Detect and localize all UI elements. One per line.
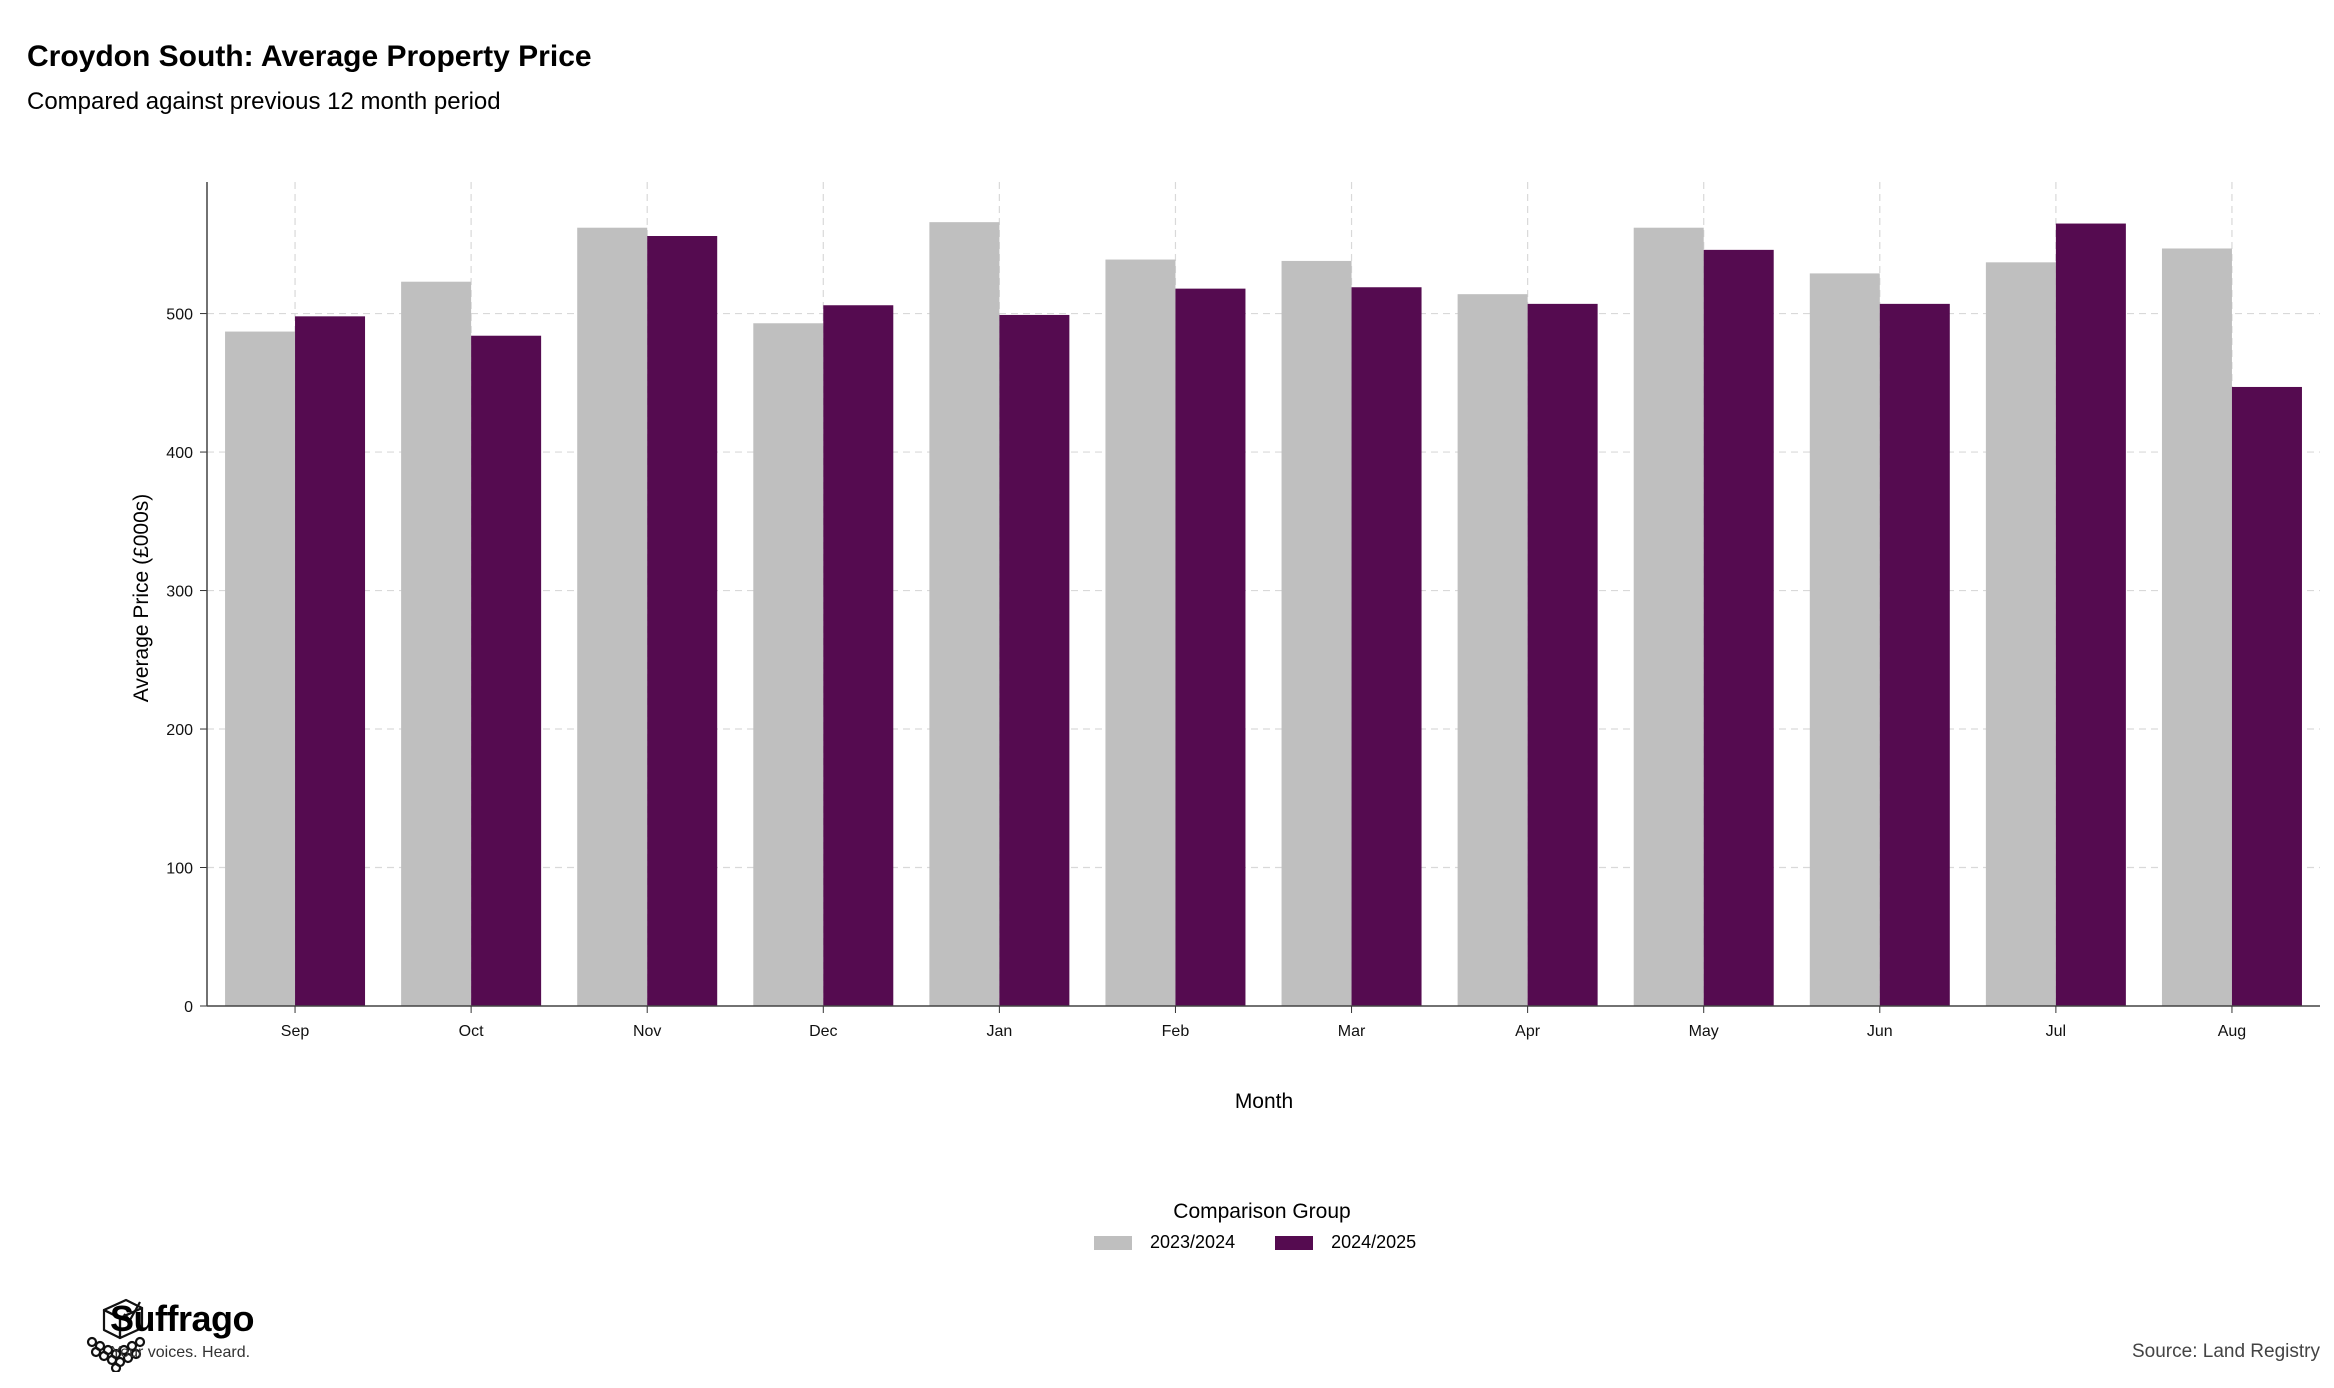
axes: 0 100 200 300 400 500 Sep Oct Nov Dec Jan Feb Mar Apr…	[166, 182, 2320, 1040]
x-tick-label: Apr	[1515, 1023, 1541, 1040]
bar-2023-2024-jun	[1809, 273, 1880, 1006]
bar-2023-2024-nov	[577, 227, 648, 1007]
ballot-box-logo-icon	[86, 1298, 146, 1372]
x-tick-label: Feb	[1162, 1023, 1190, 1040]
legend-title: Comparison Group	[1173, 1200, 1351, 1223]
x-tick-label: Jun	[1867, 1023, 1893, 1040]
y-tick-label: 400	[166, 445, 193, 462]
bar-2023-2024-oct	[401, 281, 472, 1006]
x-tick-label: Dec	[809, 1023, 837, 1040]
bar-2023-2024-jul	[1985, 262, 2056, 1006]
bar-2023-2024-apr	[1457, 294, 1528, 1006]
y-tick-label: 200	[166, 722, 193, 739]
y-tick-label: 500	[166, 307, 193, 324]
bar-2024-2025-jan	[999, 314, 1070, 1007]
source-note: Source: Land Registry	[2132, 1341, 2320, 1362]
bar-2024-2025-may	[1703, 249, 1774, 1006]
bar-2023-2024-may	[1633, 227, 1704, 1007]
bar-chart: 0 100 200 300 400 500 Sep Oct Nov Dec Jan Feb Mar Apr…	[130, 182, 2320, 1113]
x-tick-label: Jul	[2046, 1023, 2066, 1040]
bar-2023-2024-feb	[1105, 259, 1176, 1006]
x-tick-label: Sep	[281, 1023, 310, 1040]
x-tick-label: May	[1689, 1023, 1719, 1040]
bar-2024-2025-sep	[295, 316, 366, 1006]
x-tick-label: Jan	[986, 1023, 1012, 1040]
x-tick-label: Nov	[633, 1023, 661, 1040]
bars	[225, 222, 2302, 1007]
brand-name: Suffrago	[110, 1298, 255, 1339]
bar-2024-2025-apr	[1527, 303, 1598, 1006]
chart-title: Croydon South: Average Property Price	[27, 40, 592, 73]
bar-2024-2025-jun	[1879, 303, 1950, 1006]
x-tick-label: Aug	[2218, 1023, 2246, 1040]
bar-2024-2025-feb	[1175, 288, 1246, 1007]
brand-tagline: Your voices. Heard.	[111, 1344, 251, 1361]
legend-label: 2024/2025	[1331, 1232, 1417, 1252]
y-tick-label: 100	[166, 861, 193, 878]
legend-swatch	[1275, 1235, 1314, 1250]
legend-item-2024-2025: 2024/2025	[1275, 1232, 1416, 1253]
y-axis-title: Average Price (£000s)	[130, 494, 153, 703]
bar-2023-2024-jan	[929, 222, 1000, 1006]
bar-2023-2024-dec	[753, 323, 824, 1006]
y-tick-label: 0	[184, 999, 193, 1016]
x-tick-label: Oct	[459, 1023, 484, 1040]
bar-2024-2025-nov	[647, 236, 718, 1007]
bar-2024-2025-aug	[2231, 386, 2302, 1007]
legend-swatch	[1094, 1235, 1132, 1250]
chart-subtitle: Compared against previous 12 month perio…	[27, 88, 501, 115]
bar-2024-2025-dec	[823, 305, 894, 1006]
bar-2023-2024-mar	[1281, 260, 1352, 1006]
bar-2024-2025-jul	[2055, 223, 2126, 1007]
bar-2024-2025-oct	[471, 335, 542, 1006]
x-axis-title: Month	[1235, 1090, 1293, 1113]
legend-item-2023-2024: 2023/2024	[1094, 1232, 1235, 1253]
bar-2023-2024-aug	[2161, 248, 2232, 1007]
legend: 2023/2024 2024/2025	[1094, 1232, 1456, 1253]
bar-2024-2025-mar	[1351, 287, 1422, 1006]
bar-2023-2024-sep	[225, 331, 296, 1006]
x-tick-label: Mar	[1338, 1023, 1366, 1040]
y-tick-label: 300	[166, 584, 193, 601]
legend-label: 2023/2024	[1150, 1232, 1236, 1252]
